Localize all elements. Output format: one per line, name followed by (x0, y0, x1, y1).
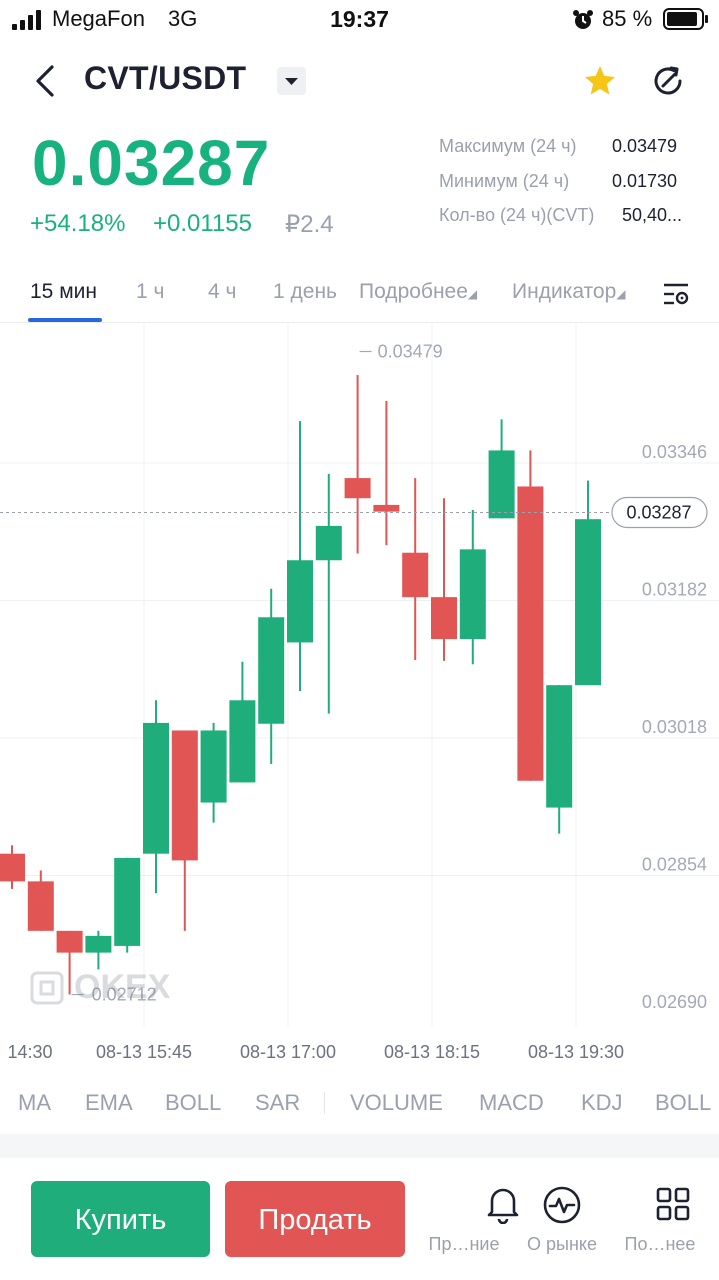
divider (0, 322, 719, 323)
chart-settings-icon[interactable] (662, 281, 692, 307)
last-price: 0.03287 (32, 127, 271, 199)
y-tick-label: 0.03182 (642, 580, 707, 600)
low-24h-label: Минимум (24 ч) (439, 171, 570, 191)
watermark-text: OKEX (74, 968, 171, 1006)
tab-15min[interactable]: 15 мин (30, 280, 97, 303)
rub-price: ₽2.4 (285, 211, 334, 238)
candle (143, 700, 169, 894)
candle (114, 857, 141, 953)
indicator-kdj[interactable]: KDJ (581, 1090, 623, 1115)
high-24h-label: Максимум (24 ч) (439, 136, 577, 156)
pair-dropdown-icon[interactable] (277, 67, 306, 95)
high-24h-value: 0.03479 (612, 136, 678, 156)
back-arrow-icon[interactable] (32, 64, 58, 98)
candle (258, 588, 285, 764)
active-tab-indicator (28, 318, 102, 322)
indicator-ema[interactable]: EMA (85, 1090, 133, 1115)
tab-4h[interactable]: 4 ч (208, 280, 237, 303)
tab-1day[interactable]: 1 день (273, 280, 337, 303)
sell-button[interactable]: Продать (225, 1181, 405, 1257)
tab-indicator[interactable]: Индикатор◢ (512, 280, 626, 304)
indicator-volume[interactable]: VOLUME (350, 1090, 443, 1115)
candle (287, 421, 313, 692)
candle (402, 478, 429, 661)
candle (431, 498, 457, 661)
indicator-boll[interactable]: BOLL (165, 1090, 222, 1115)
volume-24h-value: 50,40... (622, 205, 683, 225)
nav-more-label[interactable]: По…нее (624, 1234, 696, 1254)
candle (56, 930, 83, 995)
indicator-ma[interactable]: MA (18, 1090, 51, 1115)
battery-percent: 85 % (602, 6, 653, 31)
low-24h-value: 0.01730 (612, 171, 678, 191)
nav-alerts-label[interactable]: Пр…ние (428, 1234, 500, 1254)
x-tick-label: 08-13 17:00 (240, 1042, 336, 1062)
volume-24h-label: Кол-во (24 ч)(CVT) (439, 205, 595, 225)
high-marker-label: 0.03479 (378, 341, 443, 361)
candle (171, 730, 198, 931)
watermark: OKEX (30, 968, 170, 1007)
clock: 19:37 (330, 6, 389, 32)
buy-button[interactable]: Купить (31, 1181, 210, 1257)
y-tick-label: 0.02854 (642, 855, 707, 875)
candle (344, 374, 371, 554)
grid-icon[interactable] (656, 1187, 690, 1221)
change-absolute: +0.01155 (153, 210, 252, 237)
alarm-icon (573, 10, 593, 29)
low-marker-label: 0.02712 (92, 985, 157, 1005)
tab-more[interactable]: Подробнее◢ (359, 280, 477, 304)
x-tick-label: 08-13 15:45 (96, 1042, 192, 1062)
candle (0, 845, 25, 889)
candle (373, 400, 400, 546)
x-tick-label: 08-13 18:15 (384, 1042, 480, 1062)
x-tick-label: 14:30 (7, 1042, 52, 1062)
y-tick-label: 0.03346 (642, 442, 707, 462)
network-type: 3G (168, 6, 198, 31)
candle (315, 473, 342, 714)
candle (575, 480, 601, 686)
okex-logo-icon (30, 971, 64, 1004)
x-tick-label: 08-13 19:30 (528, 1042, 624, 1062)
candle (488, 419, 515, 519)
indicator-macd[interactable]: MACD (479, 1090, 544, 1115)
candle (200, 722, 227, 823)
candle (27, 870, 54, 931)
tab-indicator-label: Индикатор (512, 280, 617, 303)
battery-icon (663, 8, 708, 30)
indicator-divider (324, 1092, 325, 1114)
caret-icon: ◢ (616, 287, 626, 301)
signal-icon (12, 10, 46, 30)
candle (517, 450, 544, 781)
y-tick-label: 0.02690 (642, 992, 707, 1012)
indicator-sar[interactable]: SAR (255, 1090, 301, 1115)
bell-icon[interactable] (485, 1184, 521, 1224)
change-percent: +54.18% (30, 210, 126, 237)
share-icon[interactable] (650, 62, 688, 100)
candle (229, 661, 256, 783)
current-price-badge (611, 496, 708, 529)
candle (85, 930, 112, 970)
tab-1h[interactable]: 1 ч (136, 280, 165, 303)
star-icon[interactable] (582, 63, 618, 99)
carrier-name: MegaFon (52, 6, 145, 31)
candlestick-chart[interactable]: 0.03346 0.03182 0.03018 0.02854 0.02690 14:30… (0, 323, 719, 1068)
status-bar: MegaFon 3G 19:37 85 % (0, 0, 719, 40)
caret-icon: ◢ (467, 287, 478, 301)
indicator-boll-2[interactable]: BOLL (655, 1090, 712, 1115)
tab-more-label: Подробнее (359, 280, 468, 303)
pulse-icon[interactable] (542, 1185, 582, 1225)
nav-market-label[interactable]: О рынке (527, 1234, 597, 1254)
pair-title[interactable]: CVT/USDT (84, 60, 247, 96)
y-tick-label: 0.03018 (642, 717, 707, 737)
current-price-label: 0.03287 (626, 502, 691, 522)
section-divider (0, 1134, 719, 1158)
candle (546, 685, 573, 834)
candle (459, 509, 486, 665)
